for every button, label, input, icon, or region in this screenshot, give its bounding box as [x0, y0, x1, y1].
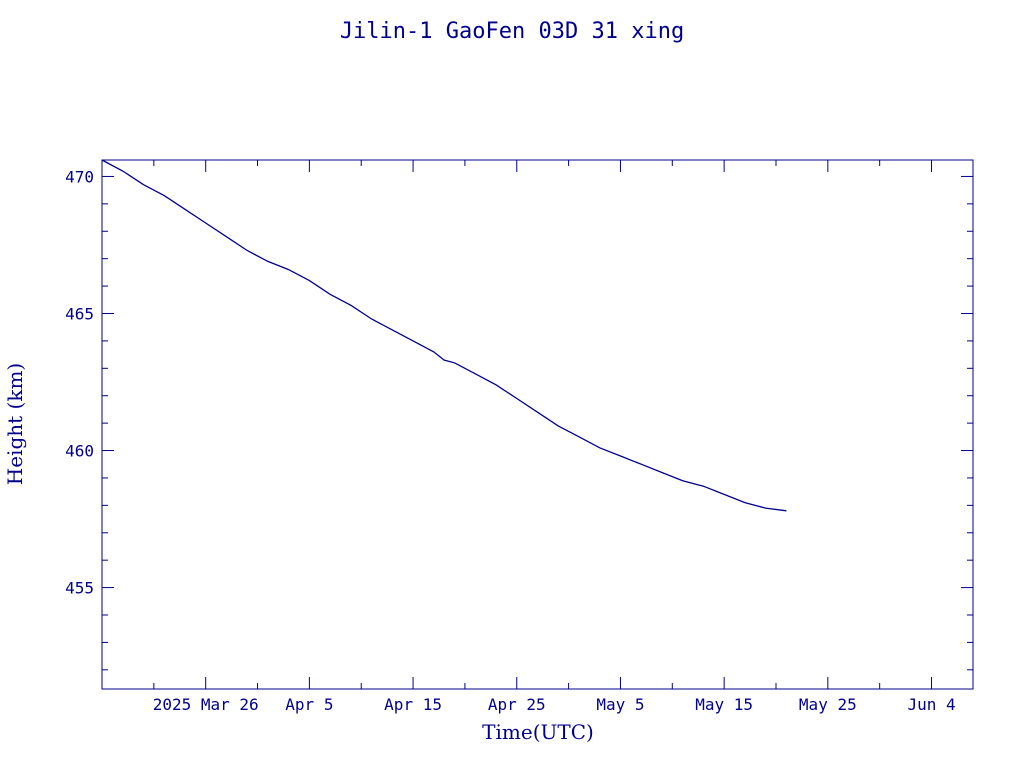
y-tick-labels: 455 460 465 470: [65, 167, 94, 597]
x-tick-label: Apr 5: [285, 695, 333, 714]
x-tick-label: May 15: [695, 695, 753, 714]
x-tick-label: Apr 15: [384, 695, 442, 714]
y-tick-label: 470: [65, 167, 94, 186]
x-axis-label: Time(UTC): [482, 720, 594, 744]
plot-frame: [101, 159, 974, 690]
x-tick-label: Jun 4: [907, 695, 955, 714]
y-tick-label: 455: [65, 579, 94, 598]
y-tick-label: 460: [65, 442, 94, 461]
x-tick-label: May 25: [799, 695, 857, 714]
height-series-line: [101, 159, 787, 512]
x-tick-label: May 5: [596, 695, 644, 714]
y-axis-label: Height (km): [3, 363, 27, 485]
x-tick-label: 2025 Mar 26: [153, 695, 259, 714]
axis-ticks: [101, 160, 973, 689]
chart-title: Jilin-1 GaoFen 03D 31 xing: [340, 19, 684, 44]
x-tick-label: Apr 25: [488, 695, 546, 714]
x-tick-labels: 2025 Mar 26 Apr 5 Apr 15 Apr 25 May 5 May 15 M…: [153, 695, 956, 714]
y-tick-label: 465: [65, 304, 94, 323]
